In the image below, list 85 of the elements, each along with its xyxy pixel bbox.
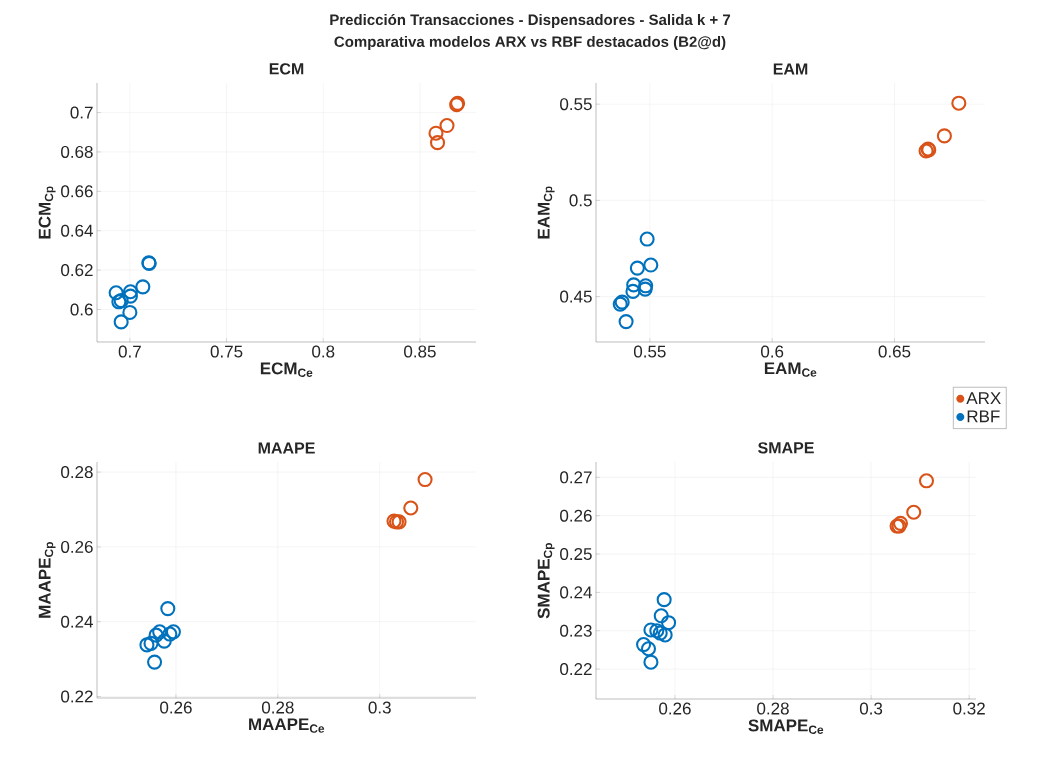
point [656,592,672,608]
x-tick-label: 0.6 [761,345,784,358]
y-tick-label: 0.28 [61,466,93,479]
point [639,231,655,247]
point [643,622,659,638]
point [139,637,155,653]
legend-label: RBF [967,410,1000,423]
y-tick-label: 0.22 [61,690,93,703]
point [122,284,138,300]
x-tick-label: 0.28 [261,701,294,714]
point [636,636,652,653]
x-tick-label: 0.55 [633,345,666,358]
point [135,279,151,295]
x-tick-label: 0.3 [859,702,883,715]
y-tick-label: 0.6 [70,303,93,316]
y-axis-title: SMAPE$_{Cp}$ [537,543,555,619]
x-tick-label: 0.65 [878,345,911,358]
chart-title: EAM [773,63,808,75]
point [640,641,657,657]
point [661,615,677,631]
y-axis-title: EAM$_{Cp}$ [537,186,555,239]
point [122,288,138,304]
point [143,635,159,651]
point [417,472,433,488]
point [108,285,124,301]
y-tick-label: 0.26 [61,540,93,553]
y-tick-label: 0.23 [560,624,592,637]
point [657,627,673,643]
y-tick-label: 0.24 [560,586,592,599]
point [643,654,659,670]
x-tick-label: 0.26 [160,701,192,714]
x-tick-label: 0.26 [659,702,691,715]
point [951,95,967,111]
y-tick-label: 0.62 [61,264,93,277]
point [122,304,138,320]
y-axis-title: ECM$_{Cp}$ [38,186,56,239]
text: Predicción Transacciones - Dispensadores - Salida k + 7 [330,13,731,29]
x-tick-label: 0.7 [118,345,141,358]
x-axis-title: EAM$_{Ce}$ [764,362,817,377]
chart-title: SMAPE [758,442,814,454]
x-tick-label: 0.3 [368,701,391,714]
x-tick-label: 0.85 [404,345,436,358]
text: Comparativa modelos ARX vs RBF destacados (B2@d) [334,35,726,50]
point [439,117,455,134]
point [160,601,176,617]
y-tick-label: 0.55 [560,98,592,111]
x-axis-title: MAAPE$_{Ce}$ [249,718,325,733]
point [147,654,163,670]
point [428,125,444,141]
point [156,633,172,649]
point [653,608,669,624]
chart-title: MAAPE [258,442,315,454]
x-tick-label: 0.28 [757,702,789,715]
point [618,314,634,330]
point [113,314,129,330]
point [429,135,446,151]
point [626,277,642,293]
point [906,504,922,520]
y-tick-label: 0.66 [61,185,93,198]
point [403,500,419,516]
y-tick-label: 0.7 [70,106,93,119]
point [152,624,168,640]
y-tick-label: 0.25 [560,548,592,561]
point [629,260,645,276]
point [643,257,659,273]
legend-label: ARX [966,392,1001,404]
x-axis-title: SMAPE$_{Ce}$ [748,719,824,734]
y-tick-label: 0.64 [61,224,93,237]
y-tick-label: 0.5 [569,194,592,207]
point [918,473,935,489]
y-tick-label: 0.24 [61,615,93,628]
y-tick-label: 0.68 [61,145,93,158]
y-axis-title: MAAPE$_{Cp}$ [38,542,56,618]
chart-title: ECM [269,63,304,75]
x-tick-label: 0.75 [210,345,243,358]
point [625,283,641,299]
y-tick-label: 0.26 [560,509,592,522]
x-tick-label: 0.32 [953,702,985,715]
y-tick-label: 0.27 [560,471,592,484]
x-tick-label: 0.8 [312,345,335,358]
point [148,627,164,643]
point [936,128,952,144]
x-axis-title: ECM$_{Ce}$ [260,362,313,377]
y-tick-label: 0.45 [560,290,592,303]
y-tick-label: 0.22 [560,663,592,676]
